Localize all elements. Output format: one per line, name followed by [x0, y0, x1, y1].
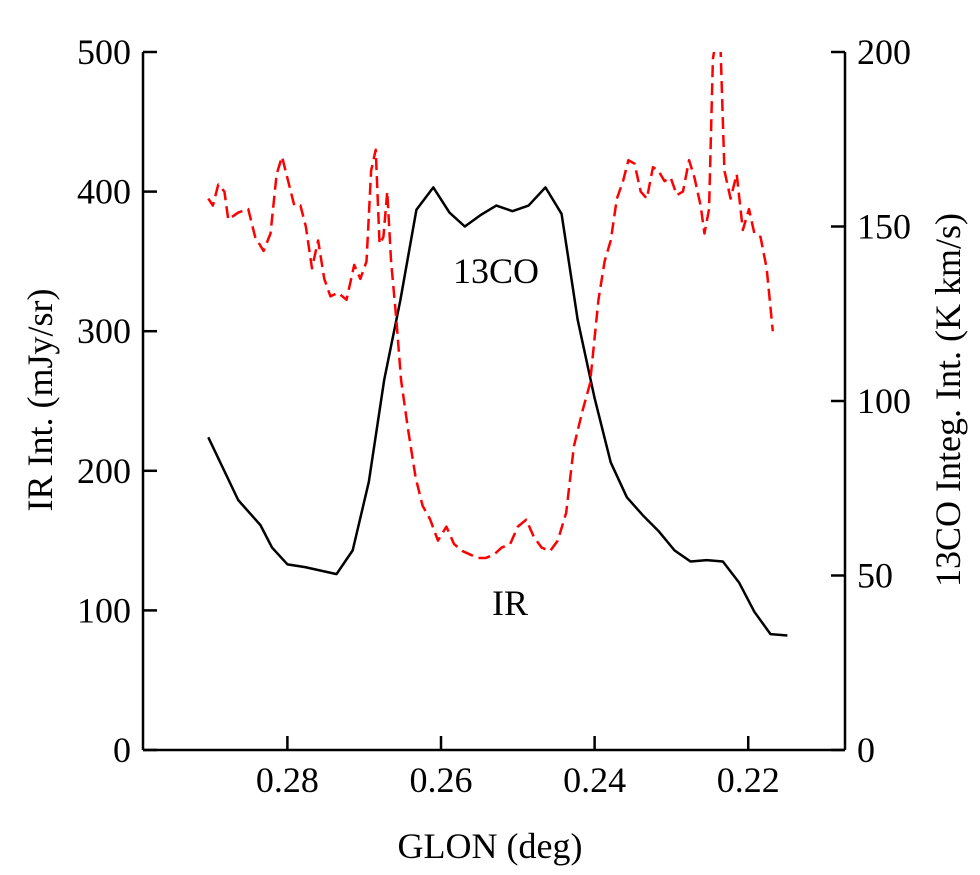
x-tick-label: 0.26: [410, 760, 473, 800]
y-tick-label: 300: [77, 311, 131, 351]
y2-tick-label: 50: [857, 556, 893, 596]
axes: [141, 52, 847, 752]
x-tick-label: 0.28: [256, 760, 319, 800]
series-line: [207, 52, 775, 560]
y-tick-label: 400: [77, 172, 131, 212]
y-tick-label: 500: [77, 32, 131, 72]
series-line: [207, 186, 788, 637]
plot-area: [207, 52, 788, 637]
annotation: 13CO: [453, 251, 539, 291]
x-tick-label: 0.24: [563, 760, 626, 800]
y2-tick-label: 100: [857, 381, 911, 421]
x-axis-label: GLON (deg): [398, 826, 583, 866]
annotation: IR: [492, 583, 528, 623]
y-tick-label: 200: [77, 451, 131, 491]
y2-tick-label: 0: [857, 730, 875, 770]
y-axis-label: IR Int. (mJy/sr): [20, 289, 60, 512]
y2-tick-label: 200: [857, 32, 911, 72]
y-tick-label: 100: [77, 590, 131, 630]
x-tick-label: 0.22: [717, 760, 780, 800]
y2-tick-label: 150: [857, 207, 911, 247]
y2-axis-label: 13CO Integ. Int. (K km/s): [928, 213, 968, 587]
y-tick-label: 0: [113, 730, 131, 770]
